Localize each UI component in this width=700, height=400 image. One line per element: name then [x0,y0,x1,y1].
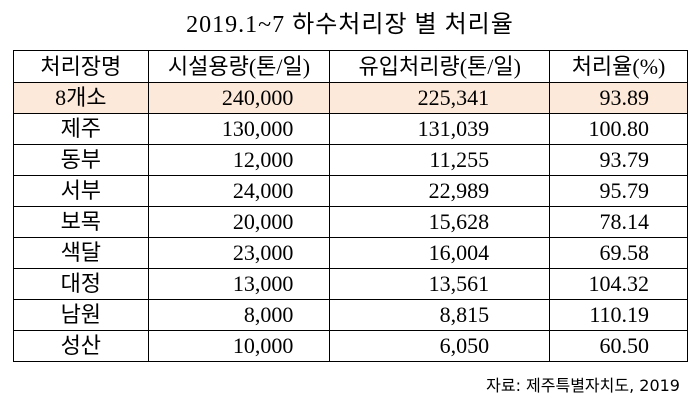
table-cell: 78.14 [549,206,688,238]
table-body: 8개소 240,000 225,341 93.89 제주 130,000 131,039 10… [13,82,688,362]
header-cell: 시설용량(톤/일) [147,50,331,83]
table-cell: 104.32 [549,268,688,300]
table-cell: 93.79 [549,144,688,176]
table-row: 성산 10,000 6,050 60.50 [13,330,688,362]
table-cell: 22,989 [329,175,551,207]
table-row: 대정 13,000 13,561 104.32 [13,268,688,300]
table-cell: 13,000 [147,268,331,300]
table-cell: 69.58 [549,237,688,269]
table-cell: 동부 [13,144,149,176]
table-cell: 10,000 [147,330,331,362]
table-cell: 제주 [13,113,149,145]
table-cell: 130,000 [147,113,331,145]
table-cell: 16,004 [329,237,551,269]
header-cell: 처리장명 [13,50,149,83]
table-row: 동부 12,000 11,255 93.79 [13,144,688,176]
table-row: 서부 24,000 22,989 95.79 [13,175,688,207]
table-cell: 95.79 [549,175,688,207]
table-cell: 대정 [13,268,149,300]
table-cell: 8,000 [147,299,331,331]
table-cell: 성산 [13,330,149,362]
table-cell: 남원 [13,299,149,331]
table-cell: 24,000 [147,175,331,207]
table-cell: 225,341 [329,82,551,114]
table-row: 8개소 240,000 225,341 93.89 [13,82,688,114]
table-cell: 색달 [13,237,149,269]
table-cell: 11,255 [329,144,551,176]
table-cell: 보목 [13,206,149,238]
table-cell: 13,561 [329,268,551,300]
table-cell: 12,000 [147,144,331,176]
table-cell: 8개소 [13,82,149,114]
table-row: 제주 130,000 131,039 100.80 [13,113,688,145]
table-cell: 110.19 [549,299,688,331]
table-cell: 23,000 [147,237,331,269]
header-cell: 처리율(%) [549,50,688,83]
data-table: 처리장명 시설용량(톤/일) 유입처리량(톤/일) 처리율(%) 8개소 240,000… [13,50,688,362]
header-row: 처리장명 시설용량(톤/일) 유입처리량(톤/일) 처리율(%) [13,50,688,83]
table-cell: 100.80 [549,113,688,145]
title: 2019.1~7 하수처리장 별 처리율 [186,12,514,38]
table-row: 색달 23,000 16,004 69.58 [13,237,688,269]
table-cell: 20,000 [147,206,331,238]
table-cell: 60.50 [549,330,688,362]
table-cell: 6,050 [329,330,551,362]
table-row: 보목 20,000 15,628 78.14 [13,206,688,238]
table-cell: 서부 [13,175,149,207]
table-cell: 131,039 [329,113,551,145]
table-cell: 240,000 [147,82,331,114]
table-cell: 93.89 [549,82,688,114]
table-cell: 15,628 [329,206,551,238]
table-row: 남원 8,000 8,815 110.19 [13,299,688,331]
source: 자료: 제주특별자치도, 2019 [486,376,680,395]
table-cell: 8,815 [329,299,551,331]
header-cell: 유입처리량(톤/일) [329,50,551,83]
